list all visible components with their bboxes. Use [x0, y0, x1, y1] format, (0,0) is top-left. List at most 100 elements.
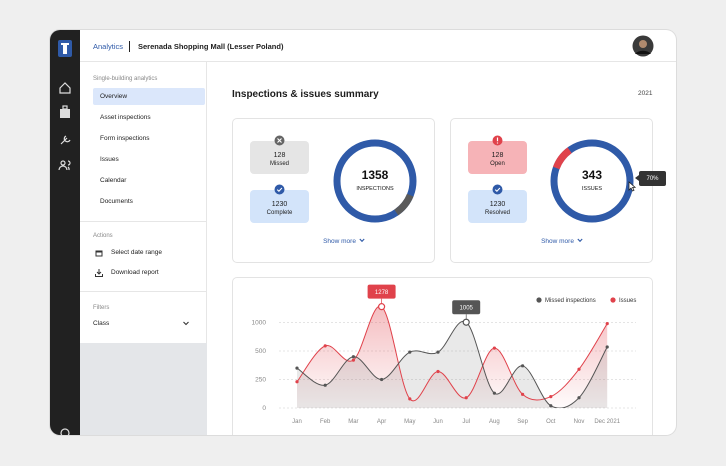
divider: [129, 41, 130, 52]
stat-label: Complete: [266, 210, 293, 216]
building-title: Serenada Shopping Mall (Lesser Poland): [138, 42, 284, 51]
chart-card: 0 250 500 1000 Jan Feb Mar Apr May Jun Jul Aug Sep Oc…: [232, 277, 653, 435]
data-point: [492, 391, 496, 395]
alert-icon: [492, 135, 503, 146]
nav-item[interactable]: Overview: [93, 88, 205, 105]
x-tick-label: Sep: [517, 419, 528, 425]
data-point: [380, 377, 384, 382]
line-chart: 0 250 500 1000 Jan Feb Mar Apr May Jun Jul Aug Sep Oc…: [252, 284, 636, 425]
value-tooltip: [452, 300, 481, 315]
nav-item[interactable]: Issues: [100, 156, 119, 163]
data-point: [549, 404, 553, 408]
data-point: [351, 358, 355, 362]
x-tick-label: May: [404, 419, 415, 425]
rail-icon[interactable]: [58, 426, 72, 435]
stat-chip: 128 Missed: [250, 135, 309, 174]
y-tick-label: 500: [255, 348, 266, 355]
stat-chip: 1230 Resolved: [468, 184, 527, 223]
x-tick-label: Feb: [320, 419, 331, 425]
y-tick-label: 0: [262, 405, 266, 412]
nav-item[interactable]: Documents: [100, 198, 133, 205]
nav-item[interactable]: Form inspections: [100, 135, 150, 142]
stat-chip: 1230 Complete: [250, 184, 309, 223]
data-point: [323, 344, 327, 348]
check-icon: [274, 184, 285, 195]
data-point: [605, 345, 609, 349]
legend-swatch: [610, 297, 616, 303]
x-tick-label: Jun: [433, 419, 443, 425]
tooltip-text: 70%: [646, 175, 659, 182]
filter-select[interactable]: Class: [93, 320, 110, 327]
tooltip-arrow: [635, 175, 639, 181]
series-area: [297, 306, 608, 408]
separator: [80, 221, 207, 222]
plot: [296, 306, 608, 409]
donut-ring: [550, 139, 634, 223]
data-point: [323, 383, 327, 387]
rail-icons[interactable]: [58, 81, 72, 171]
series-area: [297, 321, 608, 409]
x-tick-label: Mar: [348, 419, 358, 425]
icon-rail: [50, 30, 80, 435]
data-point: [436, 369, 440, 374]
filters-heading: Filters: [93, 305, 110, 311]
action[interactable]: Select date range: [111, 249, 162, 256]
check-icon: [492, 184, 503, 195]
download-icon: [95, 269, 103, 277]
missed-icon: [274, 135, 285, 146]
chevron: [359, 238, 365, 243]
value-label: 1278: [375, 290, 389, 296]
stat-value: 128: [273, 152, 286, 159]
show-more[interactable]: Show more: [531, 238, 593, 246]
side-nav: Single-building analytics Overview Asset …: [80, 62, 207, 435]
donut-label: INSPECTIONS: [356, 186, 394, 192]
action[interactable]: Download report: [111, 269, 159, 276]
chevron: [577, 238, 583, 243]
data-point: [549, 395, 553, 399]
data-point: [351, 355, 355, 359]
calendar-icon: [95, 250, 103, 257]
data-point: [577, 367, 581, 371]
nav-footer: [80, 343, 207, 435]
data-point: [521, 364, 525, 368]
value-tooltip: [367, 284, 396, 299]
donut: 1358 INSPECTIONS: [333, 139, 417, 223]
stat-label: Open: [490, 161, 505, 167]
inspections-card: 128 Missed 1230 Complete 1358 INSPECTIONS…: [232, 118, 435, 263]
breadcrumb[interactable]: Analytics: [93, 42, 124, 51]
stat-label: Missed: [269, 161, 289, 167]
x-tick-label: Aug: [489, 419, 500, 425]
donut-arc: [550, 139, 634, 223]
data-point: [492, 346, 496, 350]
stat-value: 128: [491, 152, 504, 159]
data-point: [436, 350, 440, 354]
nav-item[interactable]: Asset inspections: [100, 114, 151, 121]
nav-item[interactable]: Calendar: [100, 177, 127, 184]
top-bar: Analytics Serenada Shopping Mall (Lesser…: [80, 30, 676, 62]
section-title: Inspections & issues summary: [232, 89, 379, 100]
x-tick-label: Oct: [546, 419, 556, 425]
tooltip: 70%: [635, 171, 666, 186]
nav-heading: Single-building analytics: [93, 76, 158, 82]
chevron[interactable]: [183, 321, 189, 326]
logo[interactable]: [58, 40, 72, 57]
donut-total: 343: [582, 168, 602, 182]
legend-label: Missed inspections: [545, 298, 596, 304]
value-label: 1005: [460, 306, 474, 312]
actions-heading: Actions: [93, 233, 113, 239]
data-point: [462, 318, 470, 326]
x-tick-label: Jul: [462, 419, 470, 425]
separator: [80, 291, 207, 292]
app-frame: Analytics Serenada Shopping Mall (Lesser…: [50, 30, 676, 435]
avatar[interactable]: [632, 35, 654, 57]
show-more[interactable]: Show more: [313, 238, 375, 246]
donut-ring: [333, 139, 417, 223]
issues-card: 128 Open 1230 Resolved 343 ISSUES 70% Sho…: [450, 118, 666, 263]
stat-chip: 128 Open: [468, 135, 527, 174]
x-tick-label: Jan: [292, 419, 302, 425]
legend-swatch: [536, 297, 542, 303]
data-point: [408, 350, 412, 354]
x-tick-label: Dec 2021: [594, 419, 620, 425]
data-point: [577, 396, 581, 400]
